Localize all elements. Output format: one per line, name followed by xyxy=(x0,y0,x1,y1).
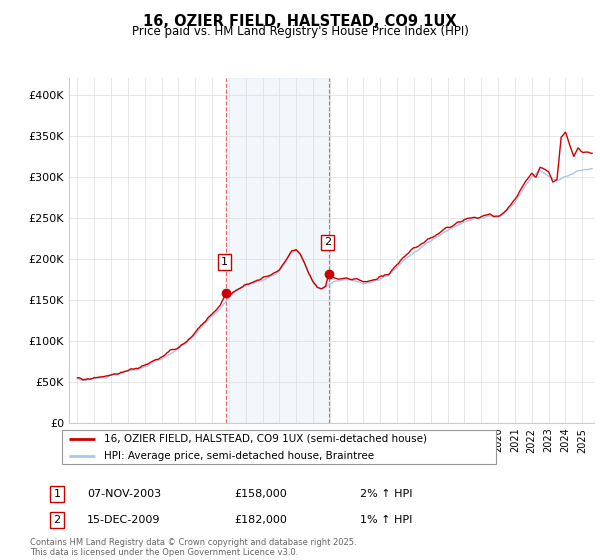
Text: 1: 1 xyxy=(53,489,61,499)
Text: 15-DEC-2009: 15-DEC-2009 xyxy=(87,515,161,525)
Text: £158,000: £158,000 xyxy=(234,489,287,499)
Bar xyxy=(226,78,329,423)
Text: 1: 1 xyxy=(221,257,228,267)
Text: 2% ↑ HPI: 2% ↑ HPI xyxy=(360,489,413,499)
Text: Price paid vs. HM Land Registry's House Price Index (HPI): Price paid vs. HM Land Registry's House … xyxy=(131,25,469,38)
Text: £182,000: £182,000 xyxy=(234,515,287,525)
Text: Contains HM Land Registry data © Crown copyright and database right 2025.
This d: Contains HM Land Registry data © Crown c… xyxy=(30,538,356,557)
Text: 07-NOV-2003: 07-NOV-2003 xyxy=(87,489,161,499)
Text: 1% ↑ HPI: 1% ↑ HPI xyxy=(360,515,412,525)
FancyBboxPatch shape xyxy=(62,430,496,464)
Text: 2: 2 xyxy=(53,515,61,525)
Text: HPI: Average price, semi-detached house, Braintree: HPI: Average price, semi-detached house,… xyxy=(104,451,374,461)
Text: 16, OZIER FIELD, HALSTEAD, CO9 1UX (semi-detached house): 16, OZIER FIELD, HALSTEAD, CO9 1UX (semi… xyxy=(104,433,427,444)
Text: 16, OZIER FIELD, HALSTEAD, CO9 1UX: 16, OZIER FIELD, HALSTEAD, CO9 1UX xyxy=(143,14,457,29)
Text: 2: 2 xyxy=(324,237,331,248)
